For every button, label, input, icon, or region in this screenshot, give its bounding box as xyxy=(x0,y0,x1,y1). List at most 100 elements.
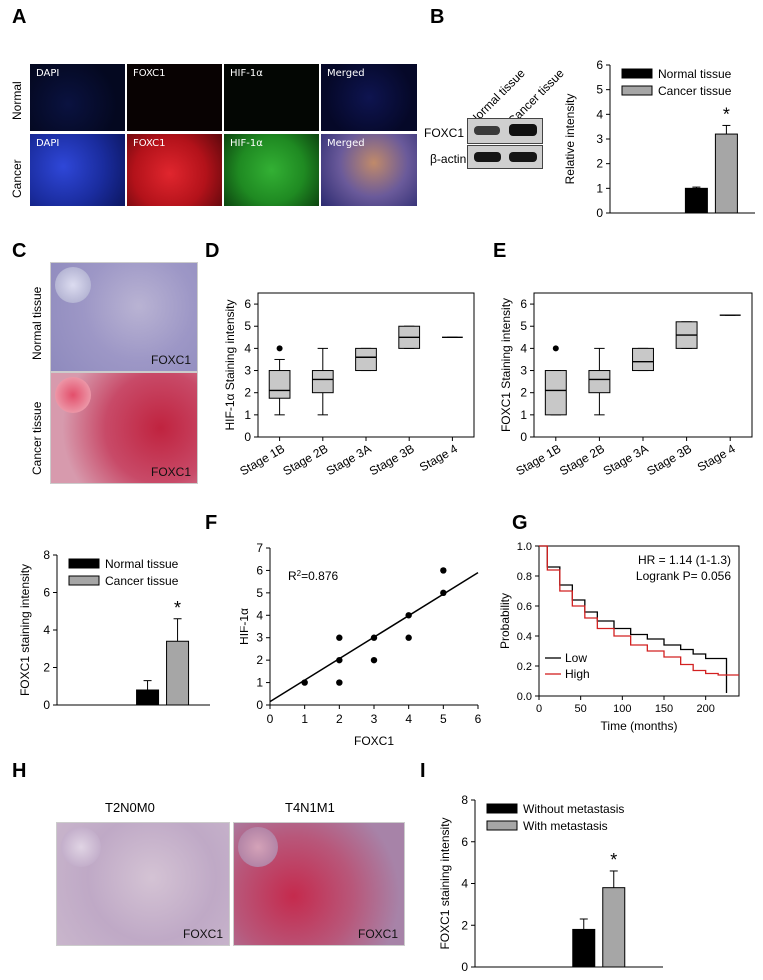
ihc-thumb-icon xyxy=(61,827,101,867)
y-axis-label: Probability xyxy=(498,593,512,649)
data-point xyxy=(440,589,447,597)
data-point xyxy=(370,656,378,664)
ihc-stain-label: FOXC1 xyxy=(357,927,398,941)
y-axis-label: HIF-1α Staining intensity xyxy=(223,300,237,431)
y-tick-label: 2 xyxy=(520,386,527,400)
y-tick-label: 0.0 xyxy=(517,691,532,703)
legend-swatch xyxy=(68,575,100,586)
y-tick-label: 6 xyxy=(520,297,527,311)
y-tick-label: 6 xyxy=(461,835,468,849)
box xyxy=(311,370,334,394)
row-label-normal: Normal xyxy=(10,81,24,120)
data-point xyxy=(405,612,412,619)
legend-label: Cancer tissue xyxy=(105,574,179,588)
y-tick-label: 4 xyxy=(43,623,50,637)
bar xyxy=(714,133,738,214)
x-tick-label: Stage 2B xyxy=(557,441,607,478)
ihc-t2n0m0-image: FOXC1 xyxy=(56,822,230,946)
data-point xyxy=(440,567,447,574)
r-squared-label: R2=0.876 xyxy=(288,569,338,584)
legend-label: Without metastasis xyxy=(523,802,624,816)
y-tick-label: 8 xyxy=(43,548,50,562)
logrank-label: Logrank P= 0.056 xyxy=(636,569,731,583)
legend-label: High xyxy=(565,667,590,681)
x-tick-label: Stage 3B xyxy=(367,441,417,478)
bar xyxy=(602,887,626,968)
panel-letter-f: F xyxy=(205,512,218,534)
x-tick-label: Stage 4 xyxy=(695,441,738,474)
x-tick-label: Stage 1B xyxy=(237,441,287,478)
x-tick-label: Stage 2B xyxy=(281,441,331,478)
ihc-label-cancer: Cancer tissue xyxy=(30,401,44,475)
ihc-thumb-icon xyxy=(55,267,91,303)
x-tick-label: Stage 4 xyxy=(417,441,460,474)
ihc-normal-image: FOXC1 xyxy=(50,262,198,372)
ihc-t4n1m1-image: FOXC1 xyxy=(233,822,405,946)
data-point xyxy=(301,679,308,686)
y-tick-label: 2 xyxy=(43,661,50,675)
micro-label: Merged xyxy=(327,138,365,149)
y-tick-label: 2 xyxy=(461,918,468,932)
bar xyxy=(684,187,708,214)
panel-letter-d: D xyxy=(205,240,220,262)
y-tick-label: 4 xyxy=(461,877,468,891)
legend-label: Normal tissue xyxy=(105,557,179,571)
legend-swatch xyxy=(68,558,100,569)
y-axis-label: FOXC1 staining intensity xyxy=(18,564,32,696)
micro-cancer-merged: Merged xyxy=(321,134,417,206)
x-tick-label: 3 xyxy=(371,712,378,726)
x-axis-label: FOXC1 xyxy=(354,734,394,748)
micro-normal-hif: HIF-1α xyxy=(224,64,319,131)
micro-label: Merged xyxy=(327,68,365,79)
x-tick-label: 1 xyxy=(301,712,308,726)
outlier-point xyxy=(552,345,559,352)
y-tick-label: 6 xyxy=(244,297,251,311)
y-axis-label: FOXC1 Staining intensity xyxy=(499,298,513,432)
micro-normal-foxc1: FOXC1 xyxy=(127,64,222,131)
micro-label: FOXC1 xyxy=(133,68,166,79)
panel-letter-e: E xyxy=(493,240,507,262)
significance-star: * xyxy=(174,598,181,618)
panel-letter-a: A xyxy=(12,6,27,28)
y-tick-label: 4 xyxy=(596,107,603,121)
micro-label: HIF-1α xyxy=(230,138,263,149)
legend-swatch xyxy=(486,820,518,831)
x-tick-label: Stage 3B xyxy=(644,441,694,478)
y-tick-label: 1 xyxy=(596,181,603,195)
y-tick-label: 2 xyxy=(244,386,251,400)
y-tick-label: 2 xyxy=(596,157,603,171)
y-tick-label: 0 xyxy=(256,698,263,712)
x-tick-label: Stage 3A xyxy=(324,441,374,478)
y-tick-label: 0.6 xyxy=(517,601,532,613)
band-cancer-foxc1 xyxy=(509,124,537,136)
micro-label: DAPI xyxy=(36,138,60,149)
chart-g-km: 0.0 0.2 0.4 0.6 0.8 1.0 Probability 0 50 100 150 20… xyxy=(498,541,740,733)
x-tick-label: 5 xyxy=(440,712,447,726)
data-point xyxy=(405,634,412,641)
y-tick-label: 1 xyxy=(256,676,263,690)
box xyxy=(632,347,654,372)
y-tick-label: 6 xyxy=(43,586,50,600)
y-axis-label: HIF-1α xyxy=(240,608,251,645)
y-tick-label: 0 xyxy=(43,698,50,712)
y-tick-label: 4 xyxy=(520,341,527,355)
band-normal-foxc1 xyxy=(474,126,500,135)
ihc-thumb-icon xyxy=(238,827,278,867)
y-tick-label: 3 xyxy=(596,132,603,146)
box xyxy=(588,370,611,394)
y-tick-label: 1.0 xyxy=(517,541,532,553)
r-squared-value: =0.876 xyxy=(301,569,338,583)
micro-cancer-hif: HIF-1α xyxy=(224,134,319,206)
blot-strip-actin xyxy=(467,145,543,169)
micro-label: HIF-1α xyxy=(230,68,263,79)
significance-star: * xyxy=(723,104,730,124)
x-tick-label: 0 xyxy=(536,703,542,715)
y-tick-label: 0 xyxy=(520,430,527,444)
x-tick-label: 4 xyxy=(405,712,412,726)
micro-cancer-foxc1: FOXC1 xyxy=(127,134,222,206)
y-tick-label: 0.8 xyxy=(517,571,532,583)
legend-swatch xyxy=(486,803,518,814)
r-squared-superscript: 2 xyxy=(297,569,302,578)
outlier-point xyxy=(276,345,283,352)
